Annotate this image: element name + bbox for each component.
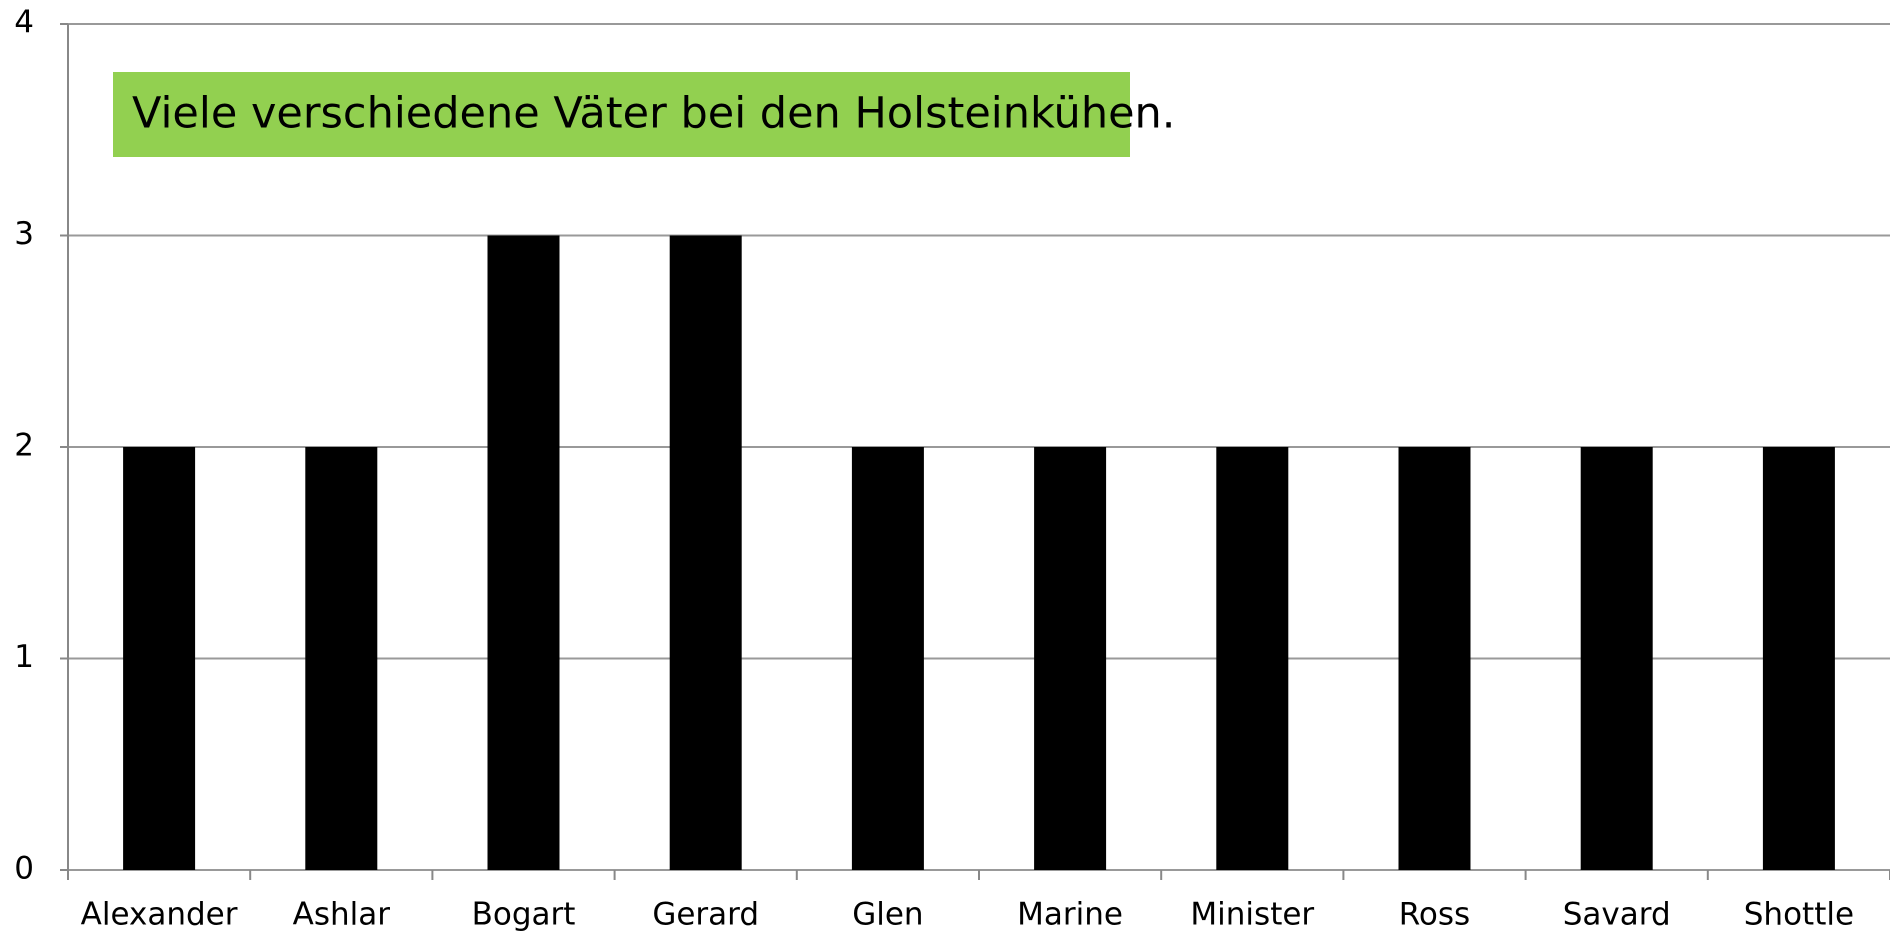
x-tick-label: Alexander: [81, 897, 238, 933]
bar: [851, 447, 924, 870]
bar: [1034, 447, 1107, 870]
bar: [305, 447, 378, 870]
x-tick-label: Glen: [852, 897, 923, 933]
x-tick-label: Ross: [1399, 897, 1470, 933]
x-tick-label: Savard: [1563, 897, 1671, 933]
bar: [123, 447, 196, 870]
x-tick-label: Bogart: [472, 897, 576, 933]
chart-title: Viele verschiedene Väter bei den Holstei…: [132, 89, 1175, 139]
bar: [669, 235, 742, 870]
y-tick-label: 0: [14, 851, 34, 887]
bar: [1216, 447, 1289, 870]
y-tick-label: 1: [14, 639, 34, 675]
y-tick-label: 3: [14, 216, 34, 252]
bar: [1580, 447, 1653, 870]
bar: [1398, 447, 1471, 870]
x-tick-label: Gerard: [652, 897, 759, 933]
bar: [1762, 447, 1835, 870]
x-tick-label: Shottle: [1744, 897, 1854, 933]
y-tick-label: 2: [14, 428, 34, 464]
x-tick-label: Ashlar: [293, 897, 391, 933]
bar: [487, 235, 560, 870]
x-tick-label: Marine: [1017, 897, 1123, 933]
title-box: [113, 72, 1130, 157]
x-tick-label: Minister: [1190, 897, 1314, 933]
y-tick-label: 4: [14, 5, 34, 41]
